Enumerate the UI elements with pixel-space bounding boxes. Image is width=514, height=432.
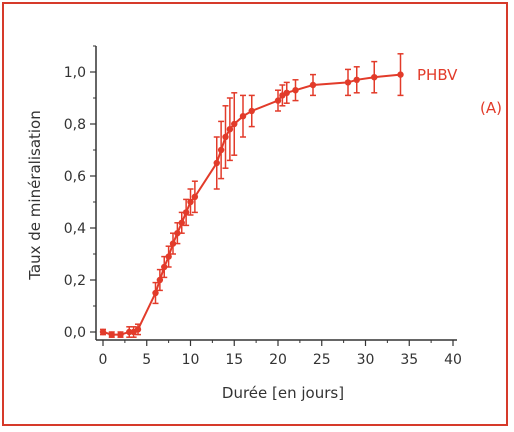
data-point xyxy=(353,76,360,84)
x-tick-label: 35 xyxy=(400,352,418,368)
y-tick-label: 0,6 xyxy=(64,169,86,185)
x-axis-title: Durée [en jours] xyxy=(222,384,344,402)
figure-frame xyxy=(2,2,508,426)
x-tick-label: 15 xyxy=(225,352,243,368)
data-point xyxy=(231,120,238,128)
data-point xyxy=(191,193,199,200)
series-group xyxy=(99,53,404,338)
x-tick-label: 10 xyxy=(182,352,200,368)
data-point xyxy=(239,113,247,120)
x-tick-label: 20 xyxy=(269,352,287,368)
data-point xyxy=(161,263,168,271)
y-tick-label: 0,0 xyxy=(64,325,86,341)
data-point xyxy=(182,209,190,216)
data-point xyxy=(165,253,172,260)
data-point xyxy=(108,331,115,338)
data-point xyxy=(117,331,124,338)
data-point xyxy=(226,126,234,133)
data-point xyxy=(213,159,220,167)
data-point xyxy=(222,133,229,141)
x-tick-label: 30 xyxy=(357,352,375,368)
data-point xyxy=(187,198,194,206)
axes xyxy=(95,46,457,341)
data-point xyxy=(274,97,282,104)
data-point xyxy=(344,79,352,86)
data-point xyxy=(217,146,225,154)
data-point xyxy=(169,240,177,247)
x-tick-label: 40 xyxy=(444,352,462,368)
y-ticks: 0,0 0,2 0,4 0,6 0,8 1,0 xyxy=(64,45,96,341)
y-tick-label: 0,4 xyxy=(64,221,86,237)
x-ticks: 0 5 10 15 20 25 30 35 40 xyxy=(99,340,462,368)
data-point xyxy=(156,276,164,284)
data-point xyxy=(397,71,404,78)
data-point xyxy=(371,74,378,81)
data-point xyxy=(126,328,133,336)
panel-label: (A) xyxy=(480,99,502,117)
data-point xyxy=(134,326,142,333)
y-axis-title: Taux de minéralisation xyxy=(26,110,44,281)
data-point xyxy=(283,89,290,97)
y-tick-label: 0,8 xyxy=(64,117,86,133)
data-point xyxy=(248,107,255,115)
y-tick-label: 1,0 xyxy=(64,65,86,81)
data-point xyxy=(309,81,317,89)
data-point xyxy=(99,328,107,336)
data-point xyxy=(174,230,181,237)
x-tick-label: 25 xyxy=(313,352,331,368)
data-point xyxy=(152,289,159,297)
data-point xyxy=(178,219,185,226)
x-tick-label: 0 xyxy=(99,352,108,368)
data-point xyxy=(292,87,299,94)
series-label-phbv: PHBV xyxy=(417,66,458,84)
x-tick-label: 5 xyxy=(142,352,151,368)
y-tick-label: 0,2 xyxy=(64,273,86,289)
